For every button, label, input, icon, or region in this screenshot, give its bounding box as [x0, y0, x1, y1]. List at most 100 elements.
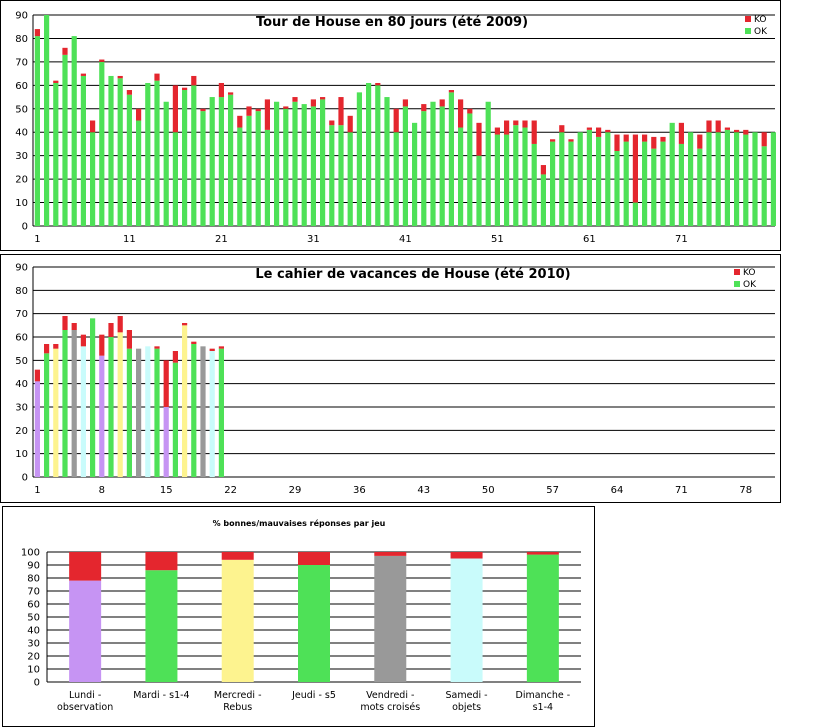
- bar-ok: [154, 348, 160, 477]
- bar-ok: [568, 141, 574, 226]
- bar-ok: [632, 202, 638, 226]
- bar-ko: [393, 108, 399, 133]
- x-category-label: Dimanche -: [516, 690, 571, 701]
- bar-ko: [623, 134, 629, 142]
- y-tick-label: 10: [27, 665, 40, 676]
- bar-ok: [623, 141, 629, 226]
- chart-cahier-de-vacances-2010: 0 10 20 30 40 50 60 70 80 90 Le cahier de vacances…: [0, 254, 781, 503]
- bar-ok: [605, 132, 611, 226]
- bar-ok: [71, 330, 77, 477]
- bar-ok: [526, 554, 559, 682]
- bar-ko: [99, 59, 105, 62]
- bar-ok: [218, 348, 224, 477]
- bar-ko: [218, 82, 224, 98]
- bar-ok: [504, 134, 510, 226]
- x-tick-label: 11: [123, 234, 136, 245]
- bar-ok: [669, 122, 675, 226]
- bar-ko: [374, 552, 407, 556]
- bar-ok: [715, 132, 721, 226]
- bar-ok: [430, 101, 436, 226]
- bar-ok: [752, 132, 758, 226]
- y-tick-label: 30: [27, 639, 40, 650]
- bar-ko: [53, 80, 59, 83]
- x-category-label: observation: [57, 702, 113, 713]
- bar-ko: [172, 85, 178, 133]
- bar-ok: [412, 122, 418, 226]
- y-tick-label: 90: [15, 263, 28, 274]
- bar-ok: [182, 325, 188, 477]
- bar-ko: [706, 120, 712, 133]
- y-tick-label: 60: [27, 600, 40, 611]
- bar-ko: [264, 99, 270, 130]
- bar-ko: [283, 106, 289, 109]
- chart-2010-svg: 0 10 20 30 40 50 60 70 80 90 Le cahier de vacances…: [15, 263, 775, 496]
- bar-ok: [126, 94, 132, 226]
- x-tick-label: 64: [611, 485, 624, 496]
- bar-ok: [71, 36, 77, 226]
- chart-2009-svg: 0 10 20 30 40 50 60 70 80 90 Tour de House en 80 j…: [15, 11, 776, 245]
- y-tick-label: 0: [34, 678, 40, 689]
- bar-ko: [494, 127, 500, 135]
- bar-ko: [458, 99, 464, 128]
- x-tick-label: 29: [289, 485, 302, 496]
- bar-ok: [200, 111, 206, 226]
- bar-ko: [136, 108, 142, 121]
- y-tick-label: 50: [15, 104, 28, 115]
- bar-ko: [298, 552, 330, 565]
- bar-ko: [338, 97, 344, 126]
- bar-ko: [632, 134, 638, 203]
- y-tick-label: 80: [27, 574, 40, 585]
- bar-ok: [329, 125, 335, 226]
- chart-percent-by-game: % bonnes/mauvaises réponses par jeu 0 10 20…: [2, 506, 595, 727]
- bar-ok: [209, 351, 215, 477]
- bar-ko: [678, 122, 684, 144]
- bar-ok: [688, 132, 694, 226]
- x-tick-label: 41: [399, 234, 412, 245]
- bar-ok: [172, 132, 178, 226]
- legend-label-ko: KO: [754, 15, 767, 25]
- bar-ok: [108, 337, 114, 477]
- bar-ok: [559, 132, 565, 226]
- bar-ok: [80, 75, 86, 226]
- bar-ok: [163, 407, 169, 477]
- bar-ok: [761, 146, 767, 226]
- x-tick-label: 51: [491, 234, 504, 245]
- y-tick-label: 90: [27, 561, 40, 572]
- bar-ok: [145, 82, 151, 226]
- bar-ok: [450, 558, 483, 682]
- bar-ok: [522, 127, 528, 226]
- x-tick-label: 57: [546, 485, 559, 496]
- bar-ko: [191, 341, 197, 344]
- bar-ko: [255, 108, 261, 112]
- bar-ok: [62, 330, 68, 477]
- bar-ko: [697, 134, 703, 149]
- x-tick-label: 22: [224, 485, 237, 496]
- bar-ok: [614, 150, 620, 226]
- bar-ok: [80, 346, 86, 477]
- y-tick-label: 0: [22, 473, 28, 484]
- bar-ok: [246, 115, 252, 226]
- bar-ko: [586, 127, 592, 130]
- bar-ok: [596, 136, 602, 226]
- bar-ko: [108, 323, 114, 337]
- bar-ko: [163, 360, 169, 407]
- bar-ko: [237, 115, 243, 128]
- bar-ok: [384, 97, 390, 226]
- bar-ko: [614, 134, 620, 151]
- bar-ok: [375, 85, 381, 226]
- bar-ok: [228, 94, 234, 226]
- x-category-label: Jeudi - s5: [291, 690, 336, 701]
- bar-ok: [770, 132, 776, 226]
- x-category-label: Vendredi -: [366, 690, 414, 701]
- bar-ko: [540, 165, 546, 175]
- bar-ok: [320, 99, 326, 226]
- bar-ko: [531, 120, 537, 144]
- bar-ok: [221, 559, 254, 682]
- bar-ok: [292, 101, 298, 226]
- legend-swatch-ko: [734, 269, 740, 275]
- y-tick-label: 10: [15, 198, 28, 209]
- x-tick-label: 50: [482, 485, 495, 496]
- bar-ok: [44, 353, 50, 477]
- x-tick-label: 43: [417, 485, 430, 496]
- bar-ok: [393, 132, 399, 226]
